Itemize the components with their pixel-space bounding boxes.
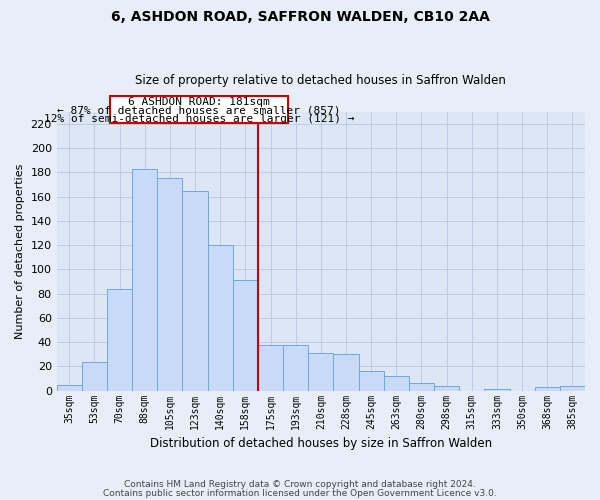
Bar xyxy=(56,384,82,390)
Title: Size of property relative to detached houses in Saffron Walden: Size of property relative to detached ho… xyxy=(136,74,506,87)
Text: ← 87% of detached houses are smaller (857): ← 87% of detached houses are smaller (85… xyxy=(57,106,341,116)
Text: Contains public sector information licensed under the Open Government Licence v3: Contains public sector information licen… xyxy=(103,488,497,498)
Bar xyxy=(208,245,233,390)
Text: 6 ASHDON ROAD: 181sqm: 6 ASHDON ROAD: 181sqm xyxy=(128,96,269,106)
Bar xyxy=(308,353,334,391)
Bar xyxy=(535,387,560,390)
Text: 6, ASHDON ROAD, SAFFRON WALDEN, CB10 2AA: 6, ASHDON ROAD, SAFFRON WALDEN, CB10 2AA xyxy=(110,10,490,24)
Bar xyxy=(258,344,283,391)
FancyBboxPatch shape xyxy=(110,96,288,122)
Bar xyxy=(182,190,208,390)
Bar xyxy=(359,371,384,390)
Bar xyxy=(384,376,409,390)
Bar xyxy=(233,280,258,390)
Bar xyxy=(409,384,434,390)
Text: 12% of semi-detached houses are larger (121) →: 12% of semi-detached houses are larger (… xyxy=(44,114,354,124)
X-axis label: Distribution of detached houses by size in Saffron Walden: Distribution of detached houses by size … xyxy=(150,437,492,450)
Bar xyxy=(82,362,107,390)
Text: Contains HM Land Registry data © Crown copyright and database right 2024.: Contains HM Land Registry data © Crown c… xyxy=(124,480,476,489)
Bar xyxy=(283,344,308,391)
Bar xyxy=(334,354,359,390)
Y-axis label: Number of detached properties: Number of detached properties xyxy=(15,164,25,339)
Bar xyxy=(157,178,182,390)
Bar xyxy=(132,169,157,390)
Bar xyxy=(107,289,132,390)
Bar xyxy=(434,386,459,390)
Bar xyxy=(560,386,585,390)
